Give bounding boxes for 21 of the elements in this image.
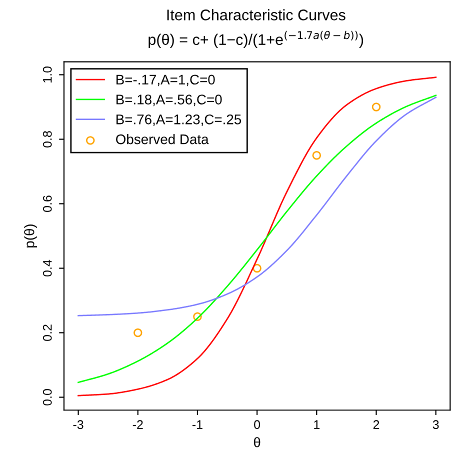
y-axis-title: p(θ) — [24, 224, 38, 248]
x-tick-label: 0 — [254, 420, 260, 430]
chart-subtitle: p(θ) = c+ (1−c)/(1+e$^{(−1.7a(θ−b))}$) — [148, 30, 364, 48]
x-tick-label: -1 — [192, 420, 202, 429]
legend-label: B=.76,A=1.23,C=.25 — [116, 114, 242, 126]
legend-label: B=-.17,A=1,C=0 — [116, 74, 215, 86]
y-tick-label: 0.4 — [42, 260, 52, 276]
x-tick-label: 1 — [314, 420, 320, 429]
chart-title: Item Characteristic Curves — [167, 9, 346, 20]
x-tick-label: -2 — [132, 420, 143, 429]
x-tick-label: 2 — [373, 420, 380, 429]
y-tick-label: 0.8 — [42, 131, 52, 148]
legend-label: Observed Data — [116, 134, 209, 144]
x-axis-title: θ — [254, 437, 260, 448]
x-tick-label: 3 — [432, 420, 439, 430]
y-tick-label: 1.0 — [42, 66, 52, 82]
y-tick-label: 0.0 — [42, 389, 52, 406]
legend-label: B=.18,A=.56,C=0 — [116, 94, 222, 106]
y-tick-label: 0.2 — [42, 324, 52, 341]
y-tick-label: 0.6 — [42, 196, 52, 212]
x-tick-label: -3 — [73, 420, 84, 430]
